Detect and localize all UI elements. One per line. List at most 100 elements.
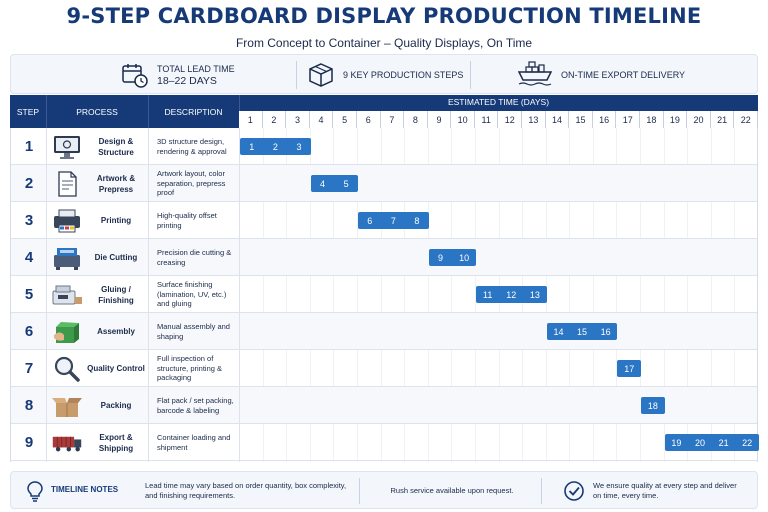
- bar-day-label: 6: [367, 215, 373, 226]
- open-box-icon: [51, 391, 83, 420]
- bar-day-label: 14: [553, 326, 564, 337]
- process-description: Surface finishing (lamination, UV, etc.)…: [157, 280, 227, 309]
- process-description: Precision die cutting & creasing: [157, 248, 232, 267]
- box-icon: [307, 61, 335, 89]
- monitor-icon: [51, 132, 83, 161]
- day-tick-label: 12: [499, 111, 523, 128]
- note-lead-time: Lead time may vary based on order quanti…: [145, 481, 347, 500]
- col-process-header: PROCESS: [76, 106, 118, 117]
- timeline-bar: 18: [641, 397, 665, 414]
- timeline-bar: 17: [617, 360, 642, 377]
- process-description: Artwork layout, color separation, prepre…: [157, 169, 226, 198]
- steps-summary: 9 KEY PRODUCTION STEPS: [307, 55, 463, 95]
- day-tick-label: 17: [616, 111, 641, 128]
- col-time-header: ESTIMATED TIME (DAYS): [447, 97, 550, 107]
- process-name: Export & Shipping: [98, 432, 134, 453]
- bar-day-label: 5: [343, 178, 349, 189]
- bar-day-label: 16: [600, 326, 611, 337]
- lead-time-summary: TOTAL LEAD TIME 18–22 DAYS: [121, 55, 235, 95]
- summary-strip: TOTAL LEAD TIME 18–22 DAYS 9 KEY PRODUCT…: [10, 54, 758, 94]
- day-tick-label: 18: [640, 111, 664, 128]
- note-rush: Rush service available upon request.: [390, 486, 514, 495]
- timeline-bar: 11 12 13: [475, 286, 547, 303]
- magnifier-icon: [51, 354, 83, 383]
- step-number: 5: [24, 286, 34, 303]
- bar-day-label: 3: [296, 141, 302, 152]
- step-number: 7: [24, 360, 34, 377]
- day-tick-label: 9: [428, 111, 452, 128]
- document-icon: [51, 169, 83, 198]
- day-tick-label: 21: [711, 111, 735, 128]
- process-name: Gluing / Finishing: [98, 284, 134, 305]
- table-row: 9 Export & Shipping Container loading and …: [11, 424, 759, 461]
- process-name: Die Cutting: [94, 253, 138, 262]
- printer-icon: [51, 206, 83, 235]
- bar-day-label: 11: [483, 289, 493, 300]
- calendar-clock-icon: [121, 61, 149, 89]
- timeline-bar: 1 2 3: [240, 138, 311, 155]
- step-number: 8: [24, 397, 34, 414]
- table-row: 8 Packing Flat pack / set packing, barcode…: [11, 387, 757, 424]
- bar-day-label: 10: [459, 252, 470, 263]
- grid-line: [309, 128, 311, 462]
- grid-line: [356, 128, 358, 462]
- bar-day-label: 12: [506, 289, 517, 300]
- grid-line: [663, 128, 665, 462]
- bar-day-label: 4: [320, 178, 326, 189]
- page-subtitle: From Concept to Container – Quality Disp…: [235, 36, 533, 50]
- day-tick-label: 11: [475, 111, 499, 128]
- check-circle-icon: [563, 480, 585, 502]
- process-description: Full inspection of structure, printing &…: [157, 354, 223, 383]
- bar-day-label: 15: [577, 326, 588, 337]
- grid-line: [404, 128, 406, 462]
- step-number: 1: [24, 138, 34, 155]
- day-axis: 1 2 3 4 5 6 7 8 9 10 11 12 13 14 15 16 17 18 19 20 21 22: [239, 111, 758, 128]
- step-number: 6: [24, 323, 34, 340]
- timeline-body: 1 Design & Structure 3D structure design, …: [10, 128, 759, 462]
- timeline-bar: 19 20 21 22: [664, 434, 759, 451]
- grid-line: [380, 128, 382, 462]
- day-tick-label: 10: [451, 111, 475, 128]
- table-row: 2 Artwork & Prepress Artwork layout, color…: [11, 165, 757, 202]
- gluing-machine-icon: [51, 280, 83, 309]
- bar-day-label: 9: [438, 252, 444, 263]
- timeline-notes: TIMELINE NOTES Lead time may vary based …: [10, 471, 758, 509]
- process-description: Manual assembly and shaping: [157, 322, 230, 341]
- process-name: Artwork & Prepress: [96, 173, 136, 194]
- bar-day-label: 22: [742, 437, 753, 448]
- process-name: Assembly: [97, 327, 135, 336]
- timeline-bar: 6 7 8: [357, 212, 429, 229]
- day-tick-label: 16: [593, 111, 617, 128]
- process-name: Packing: [100, 401, 132, 410]
- grid-line: [616, 128, 618, 462]
- table-row: 1 Design & Structure 3D structure design, …: [11, 128, 757, 165]
- col-description-header: DESCRIPTION: [164, 106, 223, 117]
- day-tick-label: 3: [286, 111, 310, 128]
- table-row: 6 Assembly Manual assembly and shaping 14 15…: [11, 313, 757, 350]
- day-tick-label: 2: [263, 111, 287, 128]
- process-name: Design & Structure: [98, 136, 134, 157]
- table-row: 3 Printing High-quality offset printing 6 7 8: [11, 202, 757, 239]
- grid-line: [333, 128, 335, 462]
- timeline-bar: 9 10: [428, 249, 476, 266]
- container-truck-icon: [51, 428, 83, 457]
- day-tick-label: 6: [357, 111, 381, 128]
- bar-day-label: 7: [390, 215, 396, 226]
- step-number: 9: [24, 434, 34, 451]
- table-row: 5 Gluing / Finishing Surface finishing (la…: [11, 276, 757, 313]
- ship-icon: [517, 61, 553, 89]
- bar-day-label: 19: [671, 437, 682, 448]
- grid-line: [262, 128, 264, 462]
- grid-line: [640, 128, 642, 462]
- bar-day-label: 20: [694, 437, 705, 448]
- grid-line: [569, 128, 571, 462]
- col-step-header: STEP: [16, 106, 40, 117]
- day-tick-label: 20: [687, 111, 711, 128]
- table-row: 4 Die Cutting Precision die cutting & crea…: [11, 239, 757, 276]
- day-tick-label: 4: [310, 111, 334, 128]
- bar-day-label: 1: [249, 141, 255, 152]
- day-tick-label: 8: [404, 111, 428, 128]
- page-title: 9-STEP CARDBOARD DISPLAY PRODUCTION TIME…: [66, 4, 702, 28]
- bar-day-label: 17: [624, 363, 635, 374]
